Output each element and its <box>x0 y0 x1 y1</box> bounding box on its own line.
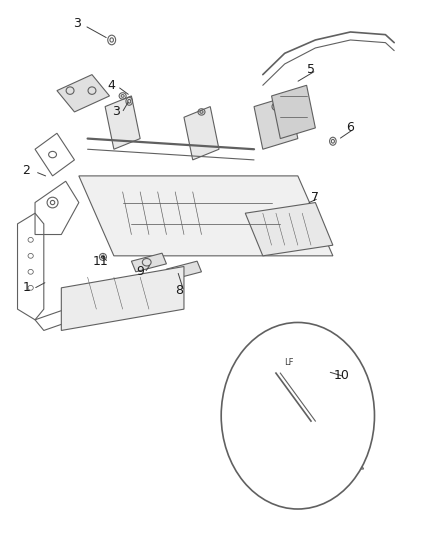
Polygon shape <box>57 75 110 112</box>
Text: 4: 4 <box>108 79 116 92</box>
Polygon shape <box>131 253 166 272</box>
Text: 8: 8 <box>176 284 184 297</box>
Text: 3: 3 <box>73 18 81 30</box>
Polygon shape <box>254 96 298 149</box>
Polygon shape <box>61 266 184 330</box>
Polygon shape <box>272 85 315 139</box>
Text: 7: 7 <box>311 191 319 204</box>
Text: 11: 11 <box>93 255 109 268</box>
Text: 3: 3 <box>112 106 120 118</box>
Polygon shape <box>254 448 346 464</box>
Polygon shape <box>79 176 333 256</box>
Text: 6: 6 <box>346 122 354 134</box>
Polygon shape <box>105 96 140 149</box>
Polygon shape <box>237 442 364 469</box>
Polygon shape <box>245 203 333 256</box>
Text: 9: 9 <box>136 265 144 278</box>
Polygon shape <box>166 261 201 280</box>
Polygon shape <box>307 421 333 442</box>
Text: 5: 5 <box>307 63 315 76</box>
Text: 1: 1 <box>22 281 30 294</box>
Text: 2: 2 <box>22 164 30 177</box>
Circle shape <box>221 322 374 509</box>
Text: 10: 10 <box>334 369 350 382</box>
Polygon shape <box>184 107 219 160</box>
Text: LF: LF <box>284 358 294 367</box>
